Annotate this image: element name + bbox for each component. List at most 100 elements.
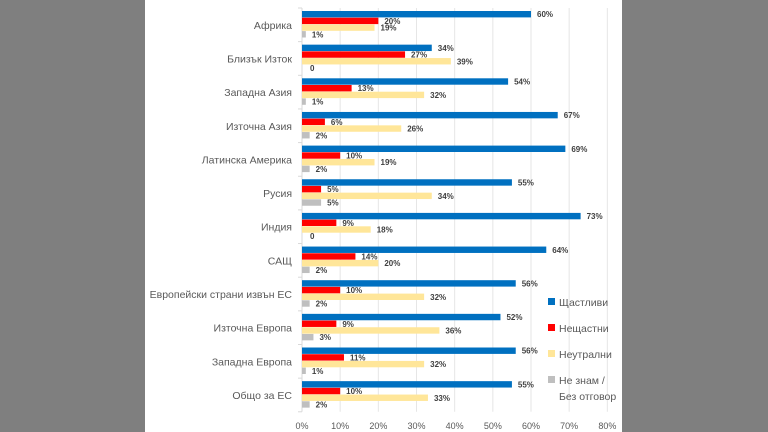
bar-3 (302, 98, 306, 105)
data-label: 36% (445, 326, 461, 335)
legend-label: Щастливи (559, 297, 608, 309)
x-tick-label: 10% (331, 421, 349, 431)
bar-2 (302, 360, 425, 368)
data-label: 55% (518, 178, 534, 187)
data-label: 2% (316, 266, 328, 275)
x-tick-label: 80% (598, 421, 616, 431)
data-label: 10% (346, 152, 362, 161)
data-label: 20% (384, 17, 400, 26)
data-label: 73% (587, 212, 603, 221)
data-label: 67% (564, 111, 580, 120)
category-label: Русия (263, 188, 292, 200)
x-tick-label: 20% (369, 421, 387, 431)
bar-2 (302, 159, 375, 166)
legend-swatch (548, 324, 555, 331)
data-label: 52% (506, 313, 522, 322)
data-label: 69% (571, 145, 587, 154)
data-label: 34% (438, 44, 454, 53)
bar-1 (302, 51, 406, 58)
data-label: 27% (411, 51, 427, 60)
category-label: Индия (261, 222, 292, 234)
bar-1 (302, 354, 344, 361)
category-label: Европейски страни извън ЕС (150, 289, 293, 301)
bar-0 (302, 212, 581, 220)
bar-2 (302, 226, 371, 233)
category-label: САЩ (268, 255, 292, 267)
x-tick-label: 0% (295, 421, 308, 431)
bar-0 (302, 111, 558, 119)
data-label: 19% (381, 158, 397, 167)
bar-3 (302, 132, 310, 139)
bar-1 (302, 85, 352, 92)
category-label: Западна Азия (224, 87, 292, 99)
bar-2 (302, 327, 440, 334)
legend-label: Неутрални (559, 349, 612, 361)
bar-0 (302, 78, 509, 85)
x-tick-label: 30% (407, 421, 425, 431)
category-label: Общо за ЕС (232, 390, 292, 402)
bar-1 (302, 219, 337, 226)
data-label: 18% (377, 226, 393, 235)
data-label: 34% (438, 192, 454, 201)
data-label: 10% (346, 286, 362, 295)
data-label: 64% (552, 246, 568, 255)
x-tick-label: 50% (484, 421, 502, 431)
bar-0 (302, 145, 566, 152)
bar-0 (302, 179, 512, 186)
data-label: 60% (537, 10, 553, 19)
bar-1 (302, 185, 322, 193)
bar-0 (302, 381, 512, 388)
data-label: 13% (358, 84, 374, 93)
bar-0 (302, 11, 531, 18)
data-label: 55% (518, 380, 534, 389)
category-label: Източна Азия (226, 121, 292, 133)
bar-0 (302, 44, 432, 52)
bar-1 (302, 152, 341, 159)
bar-3 (302, 401, 310, 408)
data-label: 9% (342, 219, 354, 228)
legend-label: Не знам / (559, 375, 605, 387)
category-label: Източна Европа (214, 323, 293, 335)
bar-2 (302, 394, 428, 401)
chart-panel: 0% 10% 20% 30% 40% 50% 60% 70% 80% Африка 60% 20% 19… (145, 0, 622, 432)
bar-1 (302, 253, 356, 260)
data-label: 20% (384, 259, 400, 268)
x-tick-label: 60% (522, 421, 540, 431)
data-label: 19% (381, 24, 397, 33)
bar-2 (302, 192, 432, 200)
legend-label: Без отговор (559, 391, 616, 403)
bar-3 (302, 367, 306, 374)
data-label: 39% (457, 57, 473, 66)
bar-0 (302, 280, 516, 287)
data-label: 9% (342, 320, 354, 329)
bar-0 (302, 246, 547, 253)
bar-3 (302, 300, 310, 307)
legend-swatch (548, 298, 555, 305)
category-label: Западна Европа (212, 356, 292, 368)
data-label: 2% (316, 400, 328, 409)
data-label: 2% (316, 131, 328, 140)
data-label: 56% (522, 279, 538, 288)
bar-2 (302, 293, 425, 300)
category-label: Африка (254, 20, 292, 32)
bar-1 (302, 387, 341, 395)
data-label: 0 (310, 232, 315, 241)
bar-2 (302, 58, 451, 65)
bar-3 (302, 333, 314, 341)
bar-chart: 0% 10% 20% 30% 40% 50% 60% 70% 80%Африка60%20%19… (150, 7, 616, 431)
data-label: 33% (434, 394, 450, 403)
data-label: 56% (522, 347, 538, 356)
legend-label: Нещастни (559, 323, 609, 335)
x-tick-label: 70% (560, 421, 578, 431)
bar-2 (302, 259, 379, 267)
data-label: 2% (316, 300, 328, 309)
bar-3 (302, 165, 310, 173)
bar-1 (302, 17, 379, 25)
bar-1 (302, 118, 325, 126)
data-label: 32% (430, 360, 446, 369)
data-label: 10% (346, 387, 362, 396)
data-label: 32% (430, 293, 446, 302)
data-label: 5% (327, 199, 339, 208)
data-label: 54% (514, 78, 530, 87)
data-label: 1% (312, 30, 324, 39)
